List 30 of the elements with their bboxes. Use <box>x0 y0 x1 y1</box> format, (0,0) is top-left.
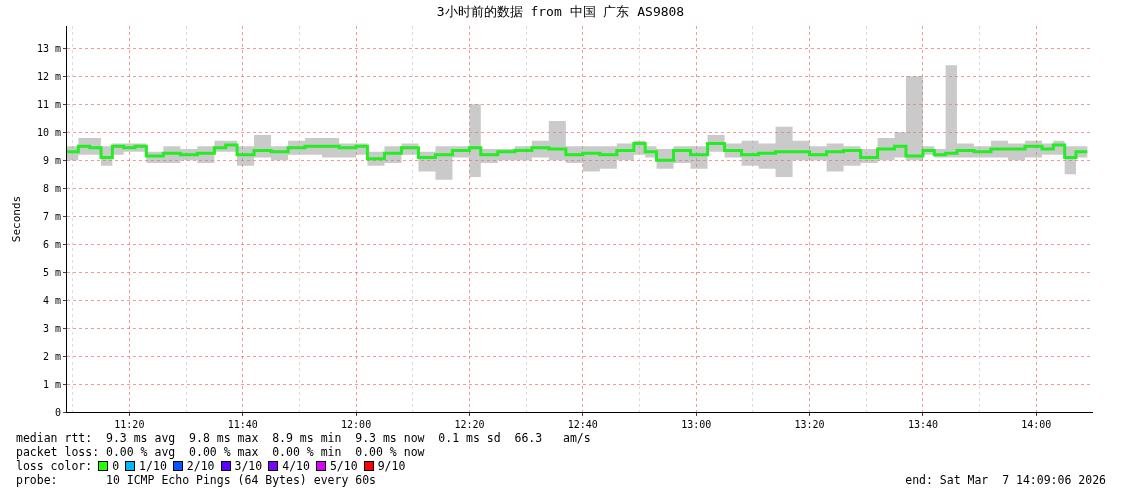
text: loss color: 0 1/10 2/10 3/10 4/10 5/10 9/10 <box>16 459 406 473</box>
y-tick-label: 1 m <box>42 378 61 390</box>
x-tick-label: 13:40 <box>907 419 938 430</box>
y-tick-label: 4 m <box>42 294 61 306</box>
x-tick-label: 11:40 <box>227 419 258 430</box>
text: packet loss: 0.00 % avg 0.00 % max 0.00 % min 0.00 % now <box>16 445 425 459</box>
text: end: Sat Mar 7 14:09:06 2026 <box>905 473 1106 487</box>
y-tick-label: 7 m <box>42 210 61 222</box>
y-tick-label: 2 m <box>42 350 61 362</box>
text: median rtt: 9.3 ms avg 9.8 ms max 8.9 ms min 9.3 ms now 0.1 ms sd 66.3 am/s <box>16 431 591 445</box>
y-tick-label: 5 m <box>42 266 61 278</box>
y-tick-label: 8 m <box>42 182 61 194</box>
x-tick-label: 12:00 <box>341 419 372 430</box>
y-tick-label: 10 m <box>36 126 61 138</box>
y-tick-label: 9 m <box>42 154 61 166</box>
x-tick-label: 13:20 <box>794 419 825 430</box>
x-tick-label: 11:20 <box>114 419 145 430</box>
chart-title: 3小时前的数据 from 中国 广东 AS9808 <box>436 3 685 19</box>
text: probe: 10 ICMP Echo Pings (64 Bytes) every 60s <box>16 473 377 487</box>
x-tick-label: 12:40 <box>567 419 598 430</box>
y-tick-label: 6 m <box>42 238 61 250</box>
x-tick-label: 12:20 <box>454 419 485 430</box>
y-tick-label: 11 m <box>36 98 61 110</box>
y-tick-label: 3 m <box>42 322 61 334</box>
x-tick-label: 13:00 <box>681 419 712 430</box>
y-tick-label: 12 m <box>36 70 61 82</box>
y-tick-label: 0 <box>54 406 61 418</box>
y-tick-label: 13 m <box>36 42 61 54</box>
y-axis-title: Seconds <box>9 195 23 243</box>
x-tick-label: 14:00 <box>1021 419 1052 430</box>
